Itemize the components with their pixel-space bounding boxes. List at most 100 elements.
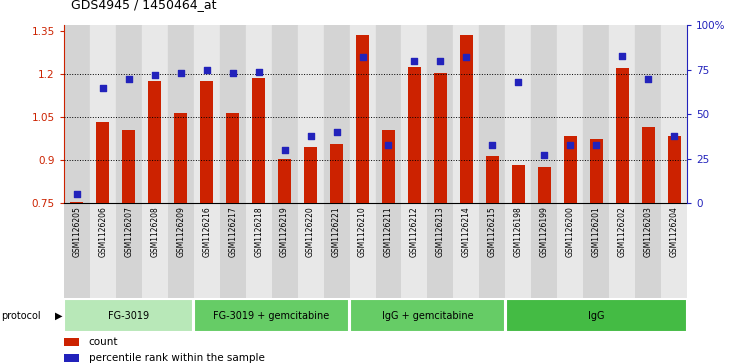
Text: GSM1126212: GSM1126212 (410, 206, 419, 257)
Bar (252, 78, 265, 203)
Bar (64, 338, 80, 346)
Point (305, 133, 317, 139)
Bar (460, 36, 473, 203)
Bar (220, 203, 246, 298)
Point (201, 67, 213, 73)
Text: GSM1126211: GSM1126211 (384, 206, 393, 257)
Bar (454, 203, 479, 298)
Bar (668, 136, 680, 203)
Bar (330, 144, 343, 203)
Point (97, 85, 109, 90)
Bar (376, 203, 402, 298)
Bar (408, 67, 421, 203)
Point (227, 70, 239, 76)
Bar (246, 25, 272, 203)
Bar (64, 203, 90, 298)
Bar (71, 202, 83, 203)
Bar (167, 25, 194, 203)
Bar (505, 25, 532, 203)
Bar (427, 203, 454, 298)
Bar (376, 25, 402, 203)
Text: GSM1126198: GSM1126198 (514, 206, 523, 257)
Bar (194, 203, 220, 298)
Point (642, 76, 654, 82)
Text: GDS4945 / 1450464_at: GDS4945 / 1450464_at (71, 0, 217, 11)
Bar (434, 73, 447, 203)
Bar (512, 164, 525, 203)
Text: count: count (89, 337, 118, 347)
Bar (96, 122, 110, 203)
Bar (194, 25, 220, 203)
Bar (142, 203, 167, 298)
Point (122, 76, 134, 82)
Bar (324, 203, 349, 298)
Text: GSM1126210: GSM1126210 (358, 206, 367, 257)
Bar (661, 25, 687, 203)
Text: FG-3019 + gemcitabine: FG-3019 + gemcitabine (213, 311, 330, 321)
Bar (272, 25, 297, 203)
Point (252, 69, 264, 74)
Point (617, 53, 629, 58)
Bar (479, 25, 505, 203)
Text: GSM1126219: GSM1126219 (280, 206, 289, 257)
Text: percentile rank within the sample: percentile rank within the sample (89, 353, 264, 363)
Bar (356, 36, 369, 203)
Text: GSM1126218: GSM1126218 (254, 206, 263, 257)
Bar (167, 203, 194, 298)
Text: GSM1126217: GSM1126217 (228, 206, 237, 257)
Bar (297, 25, 324, 203)
Text: protocol: protocol (2, 311, 41, 321)
Point (668, 133, 680, 139)
Bar (506, 299, 686, 332)
Bar (246, 203, 272, 298)
Bar (116, 25, 142, 203)
Bar (90, 203, 116, 298)
Bar (479, 203, 505, 298)
Bar (122, 130, 135, 203)
Text: GSM1126203: GSM1126203 (644, 206, 653, 257)
Text: ▶: ▶ (55, 311, 62, 321)
Text: GSM1126199: GSM1126199 (540, 206, 549, 257)
Text: GSM1126204: GSM1126204 (670, 206, 679, 257)
Bar (174, 113, 187, 203)
Bar (382, 130, 395, 203)
Bar (538, 167, 550, 203)
Point (149, 72, 161, 78)
Text: GSM1126221: GSM1126221 (332, 206, 341, 257)
Point (460, 54, 472, 60)
Bar (532, 25, 557, 203)
Bar (304, 147, 317, 203)
Bar (272, 203, 297, 298)
Bar (532, 203, 557, 298)
Bar (148, 81, 161, 203)
Text: FG-3019: FG-3019 (108, 311, 149, 321)
Text: GSM1126208: GSM1126208 (150, 206, 159, 257)
Text: GSM1126209: GSM1126209 (176, 206, 185, 257)
Bar (195, 299, 349, 332)
Text: GSM1126220: GSM1126220 (306, 206, 315, 257)
Bar (427, 25, 454, 203)
Bar (64, 25, 90, 203)
Text: GSM1126214: GSM1126214 (462, 206, 471, 257)
Bar (201, 81, 213, 203)
Bar (557, 25, 584, 203)
Bar (590, 139, 603, 203)
Point (330, 129, 342, 135)
Point (512, 79, 524, 85)
Bar (584, 25, 609, 203)
Point (175, 70, 187, 76)
Text: IgG: IgG (588, 311, 605, 321)
Bar (616, 69, 629, 203)
Bar (564, 136, 577, 203)
Text: GSM1126206: GSM1126206 (98, 206, 107, 257)
Bar (116, 203, 142, 298)
Text: GSM1126201: GSM1126201 (592, 206, 601, 257)
Point (71, 192, 83, 197)
Bar (349, 25, 376, 203)
Point (382, 142, 394, 147)
Bar (90, 25, 116, 203)
Point (538, 152, 550, 158)
Point (357, 54, 369, 60)
Bar (350, 299, 505, 332)
Text: GSM1126205: GSM1126205 (72, 206, 81, 257)
